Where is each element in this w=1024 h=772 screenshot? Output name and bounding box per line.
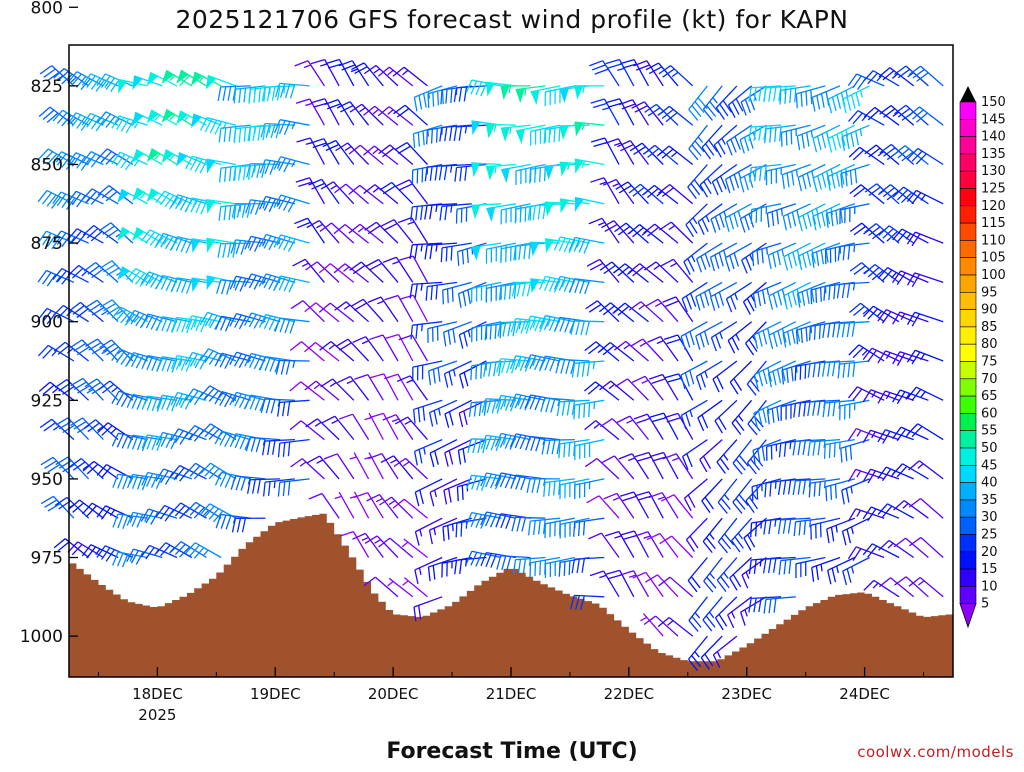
colorbar-cell xyxy=(960,500,976,517)
colorbar-label: 85 xyxy=(981,320,998,335)
colorbar-label: 120 xyxy=(981,199,1006,214)
x-tick-label: 18DEC xyxy=(132,685,183,703)
colorbar-label: 25 xyxy=(981,528,998,543)
x-tick-label: 24DEC xyxy=(839,685,890,703)
colorbar-label: 130 xyxy=(981,164,1006,179)
x-tick-label: 22DEC xyxy=(604,685,655,703)
colorbar-cell xyxy=(960,137,976,154)
colorbar-label: 115 xyxy=(981,216,1006,231)
colorbar-cell xyxy=(960,379,976,396)
colorbar-cell xyxy=(960,431,976,448)
x-tick-label: 19DEC xyxy=(250,685,301,703)
colorbar-cell xyxy=(960,569,976,586)
colorbar-cell xyxy=(960,275,976,292)
colorbar-cell xyxy=(960,344,976,361)
x-tick-label: 23DEC xyxy=(721,685,772,703)
colorbar-label: 50 xyxy=(981,441,998,456)
colorbar-cell xyxy=(960,119,976,136)
colorbar-label: 100 xyxy=(981,268,1006,283)
colorbar-cell xyxy=(960,223,976,240)
colorbar-label: 30 xyxy=(981,510,998,525)
y-tick-label: 1000 xyxy=(20,627,63,647)
colorbar-cell xyxy=(960,327,976,344)
y-tick-label: 950 xyxy=(31,470,63,490)
colorbar-cell xyxy=(960,535,976,552)
colorbar-cell xyxy=(960,292,976,309)
colorbar-label: 145 xyxy=(981,112,1006,127)
y-tick-label: 850 xyxy=(31,155,63,175)
colorbar-label: 45 xyxy=(981,458,998,473)
colorbar-cell xyxy=(960,240,976,257)
colorbar-cell xyxy=(960,552,976,569)
colorbar-label: 60 xyxy=(981,406,998,421)
credit-text: coolwx.com/models xyxy=(857,743,1014,761)
colorbar-cell xyxy=(960,586,976,603)
colorbar-label: 10 xyxy=(981,579,998,594)
colorbar-cell xyxy=(960,448,976,465)
colorbar-label: 75 xyxy=(981,355,998,370)
colorbar-label: 55 xyxy=(981,424,998,439)
colorbar-cell xyxy=(960,396,976,413)
colorbar-cell xyxy=(960,258,976,275)
y-tick-label: 900 xyxy=(31,313,63,333)
y-tick-label: 825 xyxy=(31,77,63,97)
y-tick-label: 875 xyxy=(31,234,63,254)
colorbar-cell xyxy=(960,102,976,119)
colorbar-cell xyxy=(960,517,976,534)
colorbar-label: 35 xyxy=(981,493,998,508)
y-tick-label: 800 xyxy=(31,0,63,18)
colorbar-label: 40 xyxy=(981,476,998,491)
colorbar-label: 140 xyxy=(981,130,1006,145)
y-tick-label: 975 xyxy=(31,549,63,569)
colorbar-label: 110 xyxy=(981,233,1006,248)
colorbar-cell xyxy=(960,310,976,327)
colorbar-cell xyxy=(960,362,976,379)
colorbar-label: 70 xyxy=(981,372,998,387)
colorbar-label: 80 xyxy=(981,337,998,352)
colorbar-cell xyxy=(960,413,976,430)
colorbar-label: 125 xyxy=(981,182,1006,197)
colorbar-label: 95 xyxy=(981,285,998,300)
colorbar-label: 15 xyxy=(981,562,998,577)
x-axis-title: Forecast Time (UTC) xyxy=(386,739,637,764)
x-tick-label: 21DEC xyxy=(486,685,537,703)
colorbar-label: 105 xyxy=(981,251,1006,266)
colorbar-label: 135 xyxy=(981,147,1006,162)
colorbar-label: 5 xyxy=(981,597,989,612)
colorbar-label: 65 xyxy=(981,389,998,404)
colorbar-cell xyxy=(960,483,976,500)
y-tick-label: 925 xyxy=(31,391,63,411)
chart-title: 2025121706 GFS forecast wind profile (kt… xyxy=(175,5,848,34)
colorbar-cell xyxy=(960,206,976,223)
colorbar-cell xyxy=(960,171,976,188)
colorbar-cell xyxy=(960,189,976,206)
colorbar-label: 90 xyxy=(981,303,998,318)
colorbar-cell xyxy=(960,154,976,171)
colorbar-cell xyxy=(960,465,976,482)
x-tick-year: 2025 xyxy=(138,706,176,724)
x-tick-label: 20DEC xyxy=(368,685,419,703)
colorbar-label: 150 xyxy=(981,95,1006,110)
colorbar-label: 20 xyxy=(981,545,998,560)
